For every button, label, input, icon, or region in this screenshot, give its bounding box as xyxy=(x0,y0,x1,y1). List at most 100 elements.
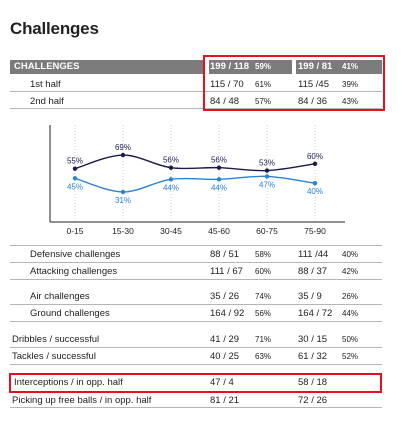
row-left-pct: 56% xyxy=(255,309,272,318)
row-right-value: 72 / 26 xyxy=(298,395,328,406)
chart-tick-label: 0-15 xyxy=(66,226,83,236)
chart-tick-label: 60-75 xyxy=(256,226,278,236)
chart-data-label: 53% xyxy=(259,159,275,168)
row-divider xyxy=(10,304,382,305)
row-right-pct: 39% xyxy=(342,80,359,89)
chart-data-label: 69% xyxy=(115,143,131,152)
highlight-box-interceptions xyxy=(9,373,382,393)
header-left-pct: 59% xyxy=(255,62,272,71)
table-header-bar xyxy=(10,60,382,74)
row-label: Interceptions / in opp. half xyxy=(14,377,123,388)
row-right-value: 111 /44 xyxy=(298,249,329,260)
row-divider xyxy=(10,262,382,263)
row-right-pct: 44% xyxy=(342,309,359,318)
chart-point xyxy=(72,176,78,181)
chart-data-label: 56% xyxy=(163,156,179,165)
row-left-value: 111 / 67 xyxy=(210,266,243,277)
row-right-pct: 26% xyxy=(342,292,359,301)
chart-data-label: 40% xyxy=(307,187,323,196)
row-left-value: 164 / 92 xyxy=(210,308,245,319)
highlight-box-totals xyxy=(203,55,385,111)
chart-data-label: 55% xyxy=(67,157,83,166)
row-divider xyxy=(10,364,382,365)
page-title: Challenges xyxy=(10,19,99,38)
chart-point xyxy=(120,152,126,158)
row-left-value: 88 / 51 xyxy=(210,249,240,260)
row-right-value: 35 / 9 xyxy=(298,291,322,302)
chart-point xyxy=(168,177,174,182)
chart-data-label: 31% xyxy=(115,196,131,205)
row-right-pct: 50% xyxy=(342,335,359,344)
chart-grid: 0-15 15-30 30-45 45-60 60-75 75-90 xyxy=(49,125,345,236)
row-right-value: 58 / 18 xyxy=(298,377,328,388)
chart-point xyxy=(216,165,222,170)
header-label: CHALLENGES xyxy=(14,61,80,72)
row-right-value: 61 / 32 xyxy=(298,351,328,362)
header-left-value: 199 / 118 xyxy=(210,61,250,72)
chart-point xyxy=(312,181,318,186)
row-left-value: 115 / 70 xyxy=(210,79,244,90)
row-right-value: 164 / 72 xyxy=(298,308,333,319)
chart-point xyxy=(216,177,222,182)
row-label: Defensive challenges xyxy=(30,249,121,260)
row-left-pct: 58% xyxy=(255,250,272,259)
row-divider xyxy=(10,91,382,92)
row-divider xyxy=(10,108,382,109)
row-divider xyxy=(10,279,382,280)
column-separator xyxy=(205,60,209,74)
row-left-pct: 57% xyxy=(255,97,272,106)
chart-labels: 55% 69% 56% 56% 53% 60% 45% 31% 44% 44% 47% 40% xyxy=(67,143,323,205)
chart-point xyxy=(120,189,126,195)
row-left-value: 41 / 29 xyxy=(210,334,240,345)
chart-point xyxy=(72,166,78,171)
chart-data-label: 45% xyxy=(67,182,83,191)
row-divider xyxy=(10,321,382,322)
row-left-value: 47 / 4 xyxy=(210,377,234,388)
row-right-pct: 42% xyxy=(342,267,359,276)
row-left-pct: 74% xyxy=(255,292,272,301)
row-right-pct: 40% xyxy=(342,250,359,259)
row-right-value: 88 / 37 xyxy=(298,266,328,277)
row-label: Air challenges xyxy=(30,291,90,302)
row-right-pct: 52% xyxy=(342,352,359,361)
row-left-value: 40 / 25 xyxy=(210,351,240,362)
chart-data-label: 47% xyxy=(259,180,275,189)
row-left-pct: 63% xyxy=(255,352,272,361)
chart-points xyxy=(72,152,318,195)
chart-data-label: 56% xyxy=(211,156,227,165)
row-label: Dribbles / successful xyxy=(12,334,100,345)
chart-tick-label: 15-30 xyxy=(112,226,134,236)
row-right-value: 115 /45 xyxy=(298,79,329,90)
row-right-pct: 43% xyxy=(342,97,359,106)
row-label: Tackles / successful xyxy=(12,351,96,362)
row-divider xyxy=(10,245,382,246)
chart-series-line xyxy=(74,154,316,172)
row-left-value: 35 / 26 xyxy=(210,291,240,302)
row-label: Ground challenges xyxy=(30,308,110,319)
chart-data-label: 44% xyxy=(211,183,227,192)
row-left-value: 84 / 48 xyxy=(210,96,240,107)
row-label: Picking up free balls / in opp. half xyxy=(12,395,152,406)
row-left-value: 81 / 21 xyxy=(210,395,240,406)
row-divider xyxy=(10,347,382,348)
row-label: Attacking challenges xyxy=(30,266,118,277)
header-right-pct: 41% xyxy=(342,62,359,71)
column-separator xyxy=(292,60,296,74)
chart-point xyxy=(168,165,174,170)
chart-lines xyxy=(74,154,316,193)
chart-tick-label: 45-60 xyxy=(208,226,230,236)
chart-data-label: 44% xyxy=(163,183,179,192)
chart-point xyxy=(264,168,270,173)
chart-point xyxy=(312,161,318,166)
row-label: 1st half xyxy=(30,79,61,90)
row-left-pct: 61% xyxy=(255,80,272,89)
chart-point xyxy=(264,174,270,179)
chart-tick-label: 30-45 xyxy=(160,226,182,236)
row-label: 2nd half xyxy=(30,96,64,107)
chart-tick-label: 75-90 xyxy=(304,226,326,236)
row-left-pct: 71% xyxy=(255,335,272,344)
row-left-pct: 60% xyxy=(255,267,272,276)
row-right-value: 84 / 36 xyxy=(298,96,328,107)
chart-series-line xyxy=(74,175,316,193)
